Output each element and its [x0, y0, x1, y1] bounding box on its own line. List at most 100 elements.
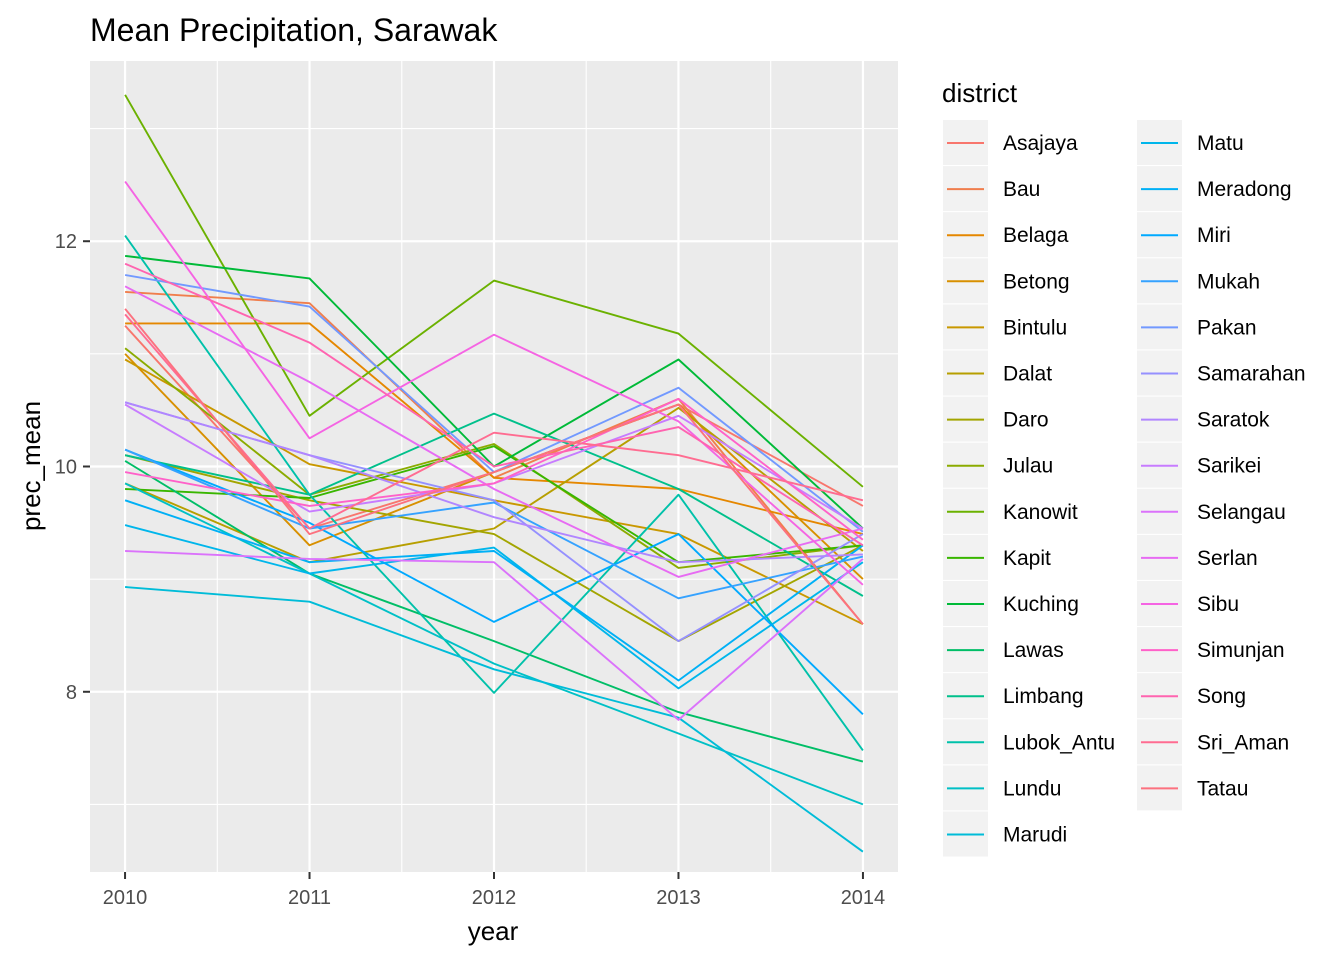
legend-items: Asajaya Bau Belaga Betong Bintulu Dalat Daro Ju…	[943, 120, 1306, 857]
series-line-miri	[124, 448, 864, 715]
series-line-sri-aman	[124, 313, 864, 530]
legend-item: Marudi	[943, 811, 1067, 857]
x-tick-label: 2011	[288, 887, 331, 909]
legend-item: Meradong	[1137, 166, 1292, 212]
legend-label: Saratok	[1197, 409, 1270, 432]
series-line-lundu	[124, 482, 864, 806]
legend-label: Pakan	[1197, 316, 1257, 339]
legend-item: Sibu	[1137, 581, 1239, 626]
series-line-kanowit	[124, 94, 864, 488]
legend-item: Pakan	[1137, 304, 1257, 350]
legend-item: Limbang	[943, 673, 1084, 719]
series-line-meradong	[124, 499, 864, 682]
legend-item: Song	[1137, 673, 1246, 719]
legend-item: Mukah	[1137, 258, 1260, 304]
legend-item: Betong	[943, 258, 1070, 304]
series-line-simunjan	[124, 397, 864, 541]
legend-item: Simunjan	[1137, 627, 1285, 673]
legend-item: Bau	[943, 166, 1040, 212]
legend-item: Kapit	[943, 534, 1051, 580]
legend-label: Kapit	[1003, 547, 1051, 570]
legend-label: Sibu	[1197, 593, 1239, 616]
legend-item: Kuching	[943, 581, 1079, 626]
series-line-daro	[124, 454, 864, 643]
legend-label: Daro	[1003, 409, 1049, 432]
legend-label: Sarikei	[1197, 455, 1261, 478]
legend-item: Dalat	[943, 350, 1052, 396]
series-line-serlan	[124, 285, 864, 578]
legend-item: Bintulu	[943, 304, 1067, 350]
x-tick-label: 2012	[472, 887, 517, 909]
y-axis: 8 10 12	[55, 231, 90, 704]
x-tick-label: 2013	[656, 887, 701, 909]
legend-item: Miri	[1137, 212, 1231, 258]
legend-item: Lawas	[943, 627, 1064, 673]
series-line-mukah	[124, 448, 864, 600]
legend-label: Lawas	[1003, 639, 1064, 662]
legend-label: Miri	[1197, 224, 1231, 247]
legend-label: Simunjan	[1197, 639, 1285, 662]
legend-label: Bintulu	[1003, 316, 1067, 339]
series-line-selangau	[125, 550, 864, 721]
y-axis-label: prec_mean	[16, 401, 46, 531]
legend-label: Mukah	[1197, 270, 1260, 293]
legend-label: Song	[1197, 685, 1246, 708]
legend-item: Saratok	[1137, 396, 1270, 442]
legend-item: Daro	[943, 396, 1049, 442]
legend-item: Belaga	[943, 212, 1069, 258]
legend-label: Julau	[1003, 455, 1053, 478]
legend-label: Asajaya	[1003, 132, 1078, 155]
series-line-lawas	[124, 460, 864, 763]
y-tick-label: 10	[55, 457, 77, 479]
legend-label: Selangau	[1197, 501, 1286, 524]
legend-item: Matu	[1137, 120, 1244, 165]
series-line-marudi	[125, 586, 864, 853]
legend-label: Lubok_Antu	[1003, 731, 1115, 754]
legend: district Asajaya Bau Belaga Betong Bintulu Da…	[942, 78, 1306, 857]
legend-item: Samarahan	[1137, 350, 1306, 396]
x-tick-label: 2010	[103, 887, 148, 909]
legend-label: Tatau	[1197, 777, 1248, 800]
legend-item: Kanowit	[943, 488, 1078, 534]
series-lines	[124, 94, 864, 853]
legend-item: Serlan	[1137, 534, 1258, 580]
legend-item: Sarikei	[1137, 442, 1261, 488]
legend-item: Lubok_Antu	[943, 719, 1115, 765]
legend-item: Lundu	[943, 765, 1061, 811]
x-axis: 2010 2011 2012 2013 2014	[103, 872, 885, 909]
legend-label: Limbang	[1003, 685, 1084, 708]
legend-label: Meradong	[1197, 178, 1292, 201]
legend-label: Betong	[1003, 270, 1070, 293]
series-line-belaga	[125, 322, 864, 536]
legend-item: Tatau	[1137, 765, 1248, 811]
x-axis-label: year	[468, 916, 519, 946]
series-line-tatau	[124, 308, 864, 625]
legend-item: Selangau	[1137, 488, 1286, 534]
legend-label: Kanowit	[1003, 501, 1078, 524]
legend-item: Julau	[943, 442, 1053, 488]
series-line-lubok-antu	[124, 235, 864, 751]
legend-label: Dalat	[1003, 363, 1052, 386]
legend-label: Samarahan	[1197, 363, 1306, 386]
y-tick-label: 12	[55, 231, 77, 253]
legend-title: district	[942, 78, 1018, 108]
legend-label: Serlan	[1197, 547, 1258, 570]
chart-title: Mean Precipitation, Sarawak	[90, 12, 498, 48]
legend-label: Sri_Aman	[1197, 731, 1289, 754]
series-line-sibu	[124, 180, 864, 586]
legend-label: Kuching	[1003, 593, 1079, 616]
series-line-saratok	[124, 401, 863, 564]
legend-label: Belaga	[1003, 224, 1069, 247]
series-line-song	[124, 262, 864, 547]
series-line-limbang	[124, 412, 864, 597]
legend-label: Bau	[1003, 178, 1040, 201]
x-tick-label: 2014	[841, 887, 886, 909]
legend-item: Sri_Aman	[1137, 719, 1289, 765]
legend-label: Matu	[1197, 132, 1244, 155]
series-line-matu	[124, 524, 864, 690]
legend-item: Asajaya	[943, 120, 1078, 165]
y-tick-label: 8	[66, 682, 77, 704]
legend-label: Lundu	[1003, 777, 1061, 800]
